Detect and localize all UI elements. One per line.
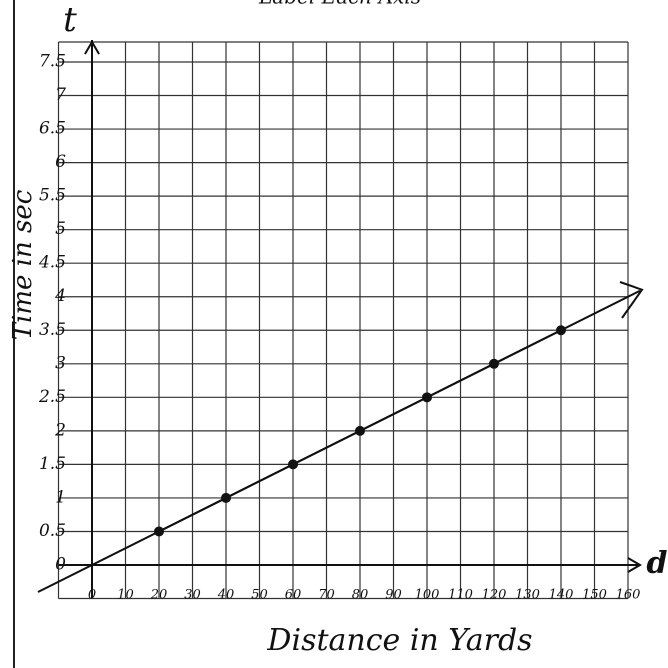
chart: Label Each Axis t d Distance in Yards Ti… — [0, 0, 668, 668]
chart-title: Label Each Axis — [258, 0, 421, 9]
y-axis-label: Time in sec — [8, 189, 38, 340]
x-tick-label: 30 — [184, 588, 201, 603]
y-tick-label: 0.5 — [39, 521, 66, 541]
y-tick-label: 1 — [55, 487, 66, 507]
x-tick-label: 160 — [616, 588, 641, 603]
y-tick-label: 5.5 — [39, 186, 66, 206]
x-axis-symbol: d — [647, 546, 668, 581]
x-tick-label: 70 — [318, 588, 335, 603]
y-tick-label: 0 — [55, 555, 66, 575]
y-tick-label: 7.5 — [39, 52, 66, 72]
data-point — [556, 325, 566, 335]
data-point — [489, 359, 499, 369]
x-tick-label: 150 — [582, 588, 607, 603]
x-tick-label: 10 — [117, 588, 134, 603]
y-tick-label: 5 — [55, 219, 66, 239]
data-point — [221, 493, 231, 503]
x-tick-label: 90 — [385, 588, 402, 603]
y-tick-label: 6 — [55, 152, 66, 172]
x-axis-label: Distance in Yards — [266, 623, 532, 658]
x-tick-label: 130 — [515, 588, 540, 603]
data-point — [422, 392, 432, 402]
y-tick-label: 4.5 — [38, 253, 66, 273]
data-point — [288, 459, 298, 469]
y-tick-label: 7 — [55, 85, 66, 105]
x-tick-label: 0 — [88, 588, 96, 603]
x-tick-label: 50 — [251, 588, 268, 603]
x-tick-label: 80 — [352, 588, 369, 603]
x-tick-label: 140 — [549, 588, 574, 603]
y-tick-label: 4 — [54, 286, 66, 306]
y-tick-label: 6.5 — [39, 119, 66, 139]
x-tick-label: 120 — [482, 588, 507, 603]
y-tick-label: 3 — [55, 353, 66, 373]
x-tick-label: 60 — [285, 588, 302, 603]
x-tick-label: 110 — [448, 588, 473, 603]
data-point — [154, 526, 164, 536]
y-tick-label: 3.5 — [39, 320, 66, 340]
y-tick-label: 2.5 — [38, 387, 66, 407]
x-tick-label: 20 — [150, 588, 168, 603]
y-axis-symbol: t — [63, 0, 77, 40]
y-tick-label: 1.5 — [39, 454, 66, 474]
x-tick-label: 40 — [217, 588, 235, 603]
paper — [0, 0, 668, 668]
y-tick-label: 2 — [54, 420, 66, 440]
x-tick-label: 100 — [415, 588, 440, 603]
data-point — [355, 426, 365, 436]
